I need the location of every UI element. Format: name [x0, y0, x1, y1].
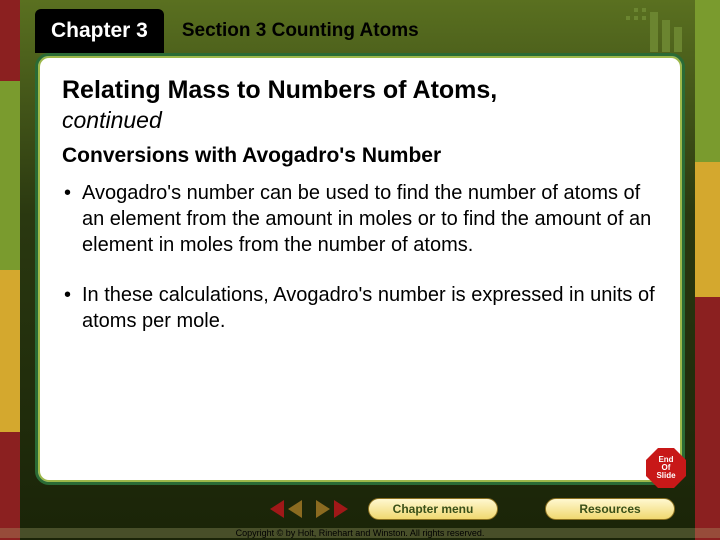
chapter-menu-button[interactable]: Chapter menu	[368, 498, 498, 520]
subtitle: Conversions with Avogadro's Number	[62, 144, 658, 168]
bullet-item: In these calculations, Avogadro's number…	[62, 282, 658, 334]
header: Chapter 3 Section 3 Counting Atoms	[35, 8, 685, 53]
next-arrow-icon[interactable]	[334, 500, 348, 518]
section-title: Section 3 Counting Atoms	[182, 20, 419, 42]
bullet-list: Avogadro's number can be used to find th…	[62, 180, 658, 334]
bullet-item: Avogadro's number can be used to find th…	[62, 180, 658, 258]
chapter-label: Chapter 3	[35, 9, 164, 53]
prev-arrow-icon[interactable]	[270, 500, 284, 518]
copyright-text: Copyright © by Holt, Rinehart and Winsto…	[0, 528, 720, 538]
chapter-menu-label: Chapter menu	[393, 502, 474, 516]
nav-arrows	[270, 500, 348, 518]
next-arrow-icon[interactable]	[316, 500, 330, 518]
footer: Chapter menu Resources End Of Slide Copy…	[0, 485, 720, 540]
left-color-strip	[0, 0, 20, 540]
end-of-slide-icon[interactable]: End Of Slide	[646, 448, 690, 492]
prev-arrow-icon[interactable]	[288, 500, 302, 518]
resources-label: Resources	[579, 502, 640, 516]
end-text-3: Slide	[656, 472, 675, 480]
resources-button[interactable]: Resources	[545, 498, 675, 520]
main-title: Relating Mass to Numbers of Atoms,	[62, 76, 658, 105]
content-panel: Relating Mass to Numbers of Atoms, conti…	[35, 53, 685, 485]
header-decoration	[602, 2, 682, 52]
continued-label: continued	[62, 107, 658, 134]
right-color-strip	[695, 0, 720, 540]
